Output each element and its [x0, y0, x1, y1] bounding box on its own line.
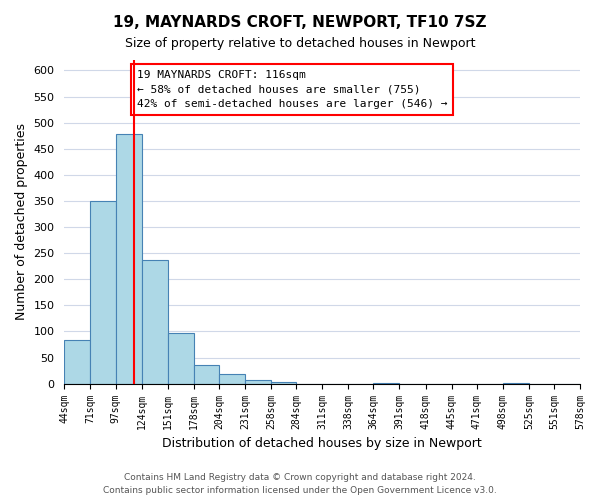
Bar: [219, 374, 245, 384]
Y-axis label: Number of detached properties: Number of detached properties: [15, 124, 28, 320]
Bar: [116, 134, 142, 384]
Bar: [142, 260, 168, 384]
Bar: [271, 382, 296, 384]
Bar: [64, 340, 91, 384]
Text: Contains HM Land Registry data © Crown copyright and database right 2024.
Contai: Contains HM Land Registry data © Crown c…: [103, 474, 497, 495]
X-axis label: Distribution of detached houses by size in Newport: Distribution of detached houses by size …: [163, 437, 482, 450]
Bar: [503, 382, 529, 384]
Bar: [194, 366, 219, 384]
Text: 19 MAYNARDS CROFT: 116sqm
← 58% of detached houses are smaller (755)
42% of semi: 19 MAYNARDS CROFT: 116sqm ← 58% of detac…: [137, 70, 447, 110]
Bar: [373, 382, 400, 384]
Text: Size of property relative to detached houses in Newport: Size of property relative to detached ho…: [125, 38, 475, 51]
Bar: [91, 201, 116, 384]
Bar: [168, 333, 194, 384]
Text: 19, MAYNARDS CROFT, NEWPORT, TF10 7SZ: 19, MAYNARDS CROFT, NEWPORT, TF10 7SZ: [113, 15, 487, 30]
Bar: [245, 380, 271, 384]
